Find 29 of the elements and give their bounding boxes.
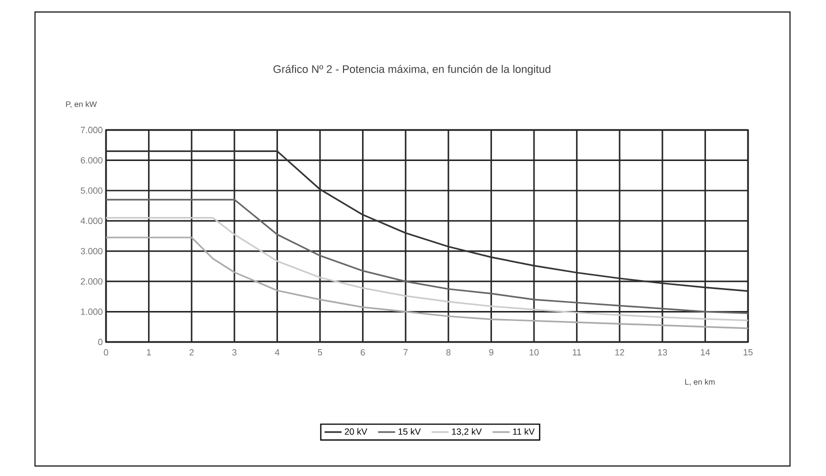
y-tick-label: 7.000 <box>80 126 102 134</box>
x-tick-label: 12 <box>615 349 624 356</box>
x-tick-label: 3 <box>232 349 237 356</box>
x-tick-label: 11 <box>572 349 582 356</box>
x-tick-label: 0 <box>104 349 108 356</box>
legend-label: 20 kV <box>344 428 368 435</box>
y-tick-label: 1.000 <box>81 308 102 315</box>
y-tick-label: 2.000 <box>80 278 102 285</box>
x-tick-label: 1 <box>147 349 151 356</box>
x-tick-label: 8 <box>446 349 451 356</box>
x-tick-label: 10 <box>530 349 539 356</box>
y-tick-label: 0 <box>98 338 102 346</box>
chart-title: Gráfico Nº 2 - Potencia máxima, en función de la longitud <box>273 64 550 76</box>
y-tick-label: 3.000 <box>80 248 102 254</box>
x-tick-label: 5 <box>318 349 322 356</box>
legend-label: 13,2 kV <box>452 428 482 436</box>
legend-label: 11 kV <box>513 428 535 435</box>
x-tick-label: 14 <box>700 349 710 356</box>
x-tick-label: 4 <box>274 349 280 356</box>
legend-label: 15 kV <box>398 428 421 435</box>
x-tick-label: 15 <box>744 349 753 356</box>
x-tick-label: 7 <box>404 349 408 356</box>
y-tick-label: 5.000 <box>80 187 102 194</box>
y-tick-label: 6.000 <box>80 157 102 164</box>
x-tick-label: 9 <box>489 349 494 356</box>
x-tick-label: 6 <box>360 349 365 356</box>
y-tick-label: 4.000 <box>80 218 102 224</box>
x-tick-label: 2 <box>190 349 194 356</box>
x-tick-label: 13 <box>658 349 667 356</box>
